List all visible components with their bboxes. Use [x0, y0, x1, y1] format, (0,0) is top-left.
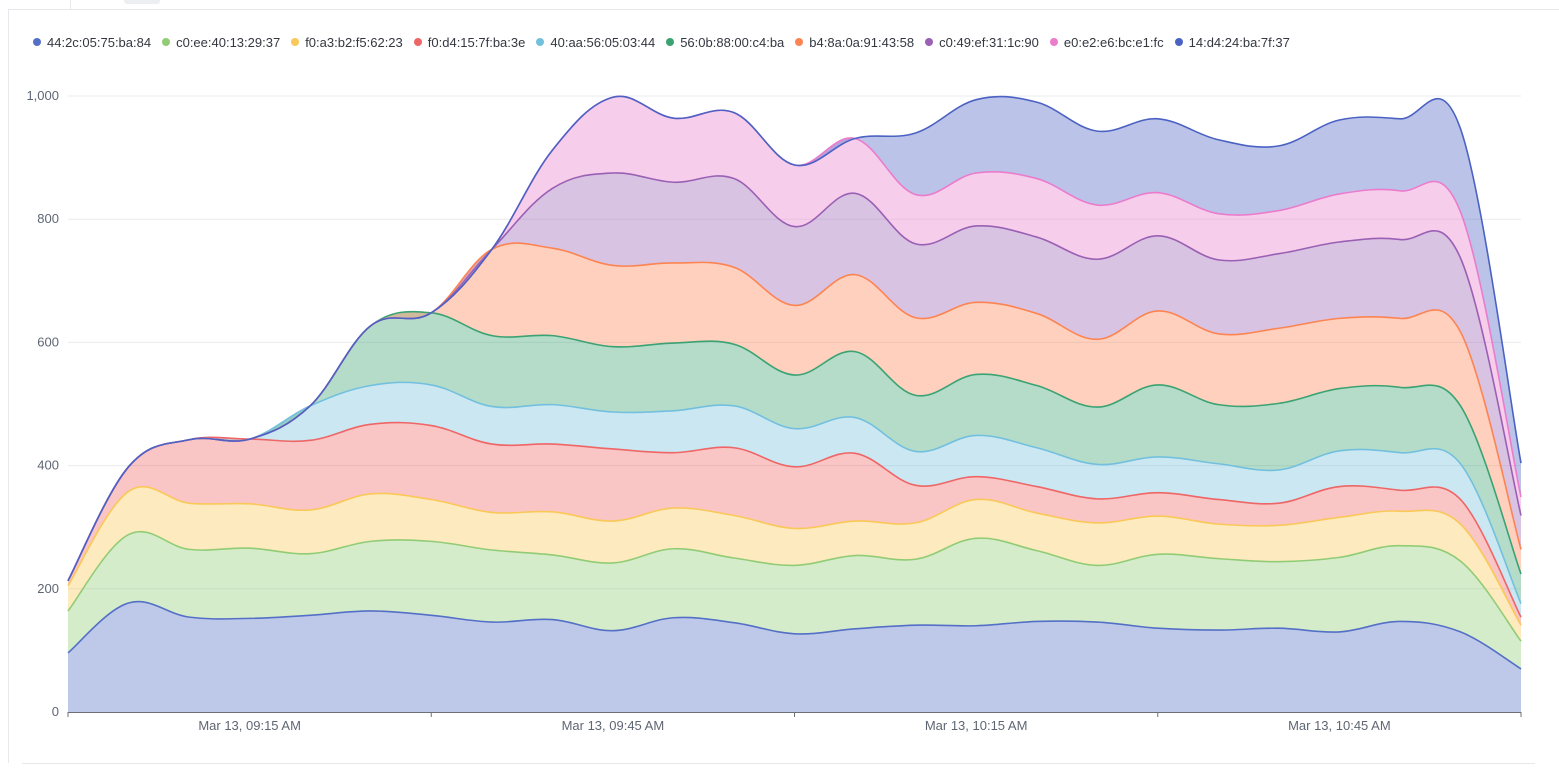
x-tick-label: Mar 13, 10:15 AM [925, 718, 1028, 733]
series-line-group [67, 95, 1522, 670]
legend-label: f0:a3:b2:f5:62:23 [305, 34, 403, 50]
legend-label: c0:ee:40:13:29:37 [176, 34, 281, 50]
series-line [67, 600, 1522, 670]
legend-label: c0:49:ef:31:1c:90 [939, 34, 1039, 50]
series-area [68, 422, 1521, 626]
series-line [67, 421, 1522, 618]
legend-label: b4:8a:0a:91:43:58 [809, 34, 915, 50]
series-line [67, 95, 1522, 582]
series-area [68, 172, 1521, 581]
series-area [68, 531, 1521, 669]
legend-item[interactable]: f0:a3:b2:f5:62:23 [291, 35, 403, 50]
series-area [68, 243, 1521, 581]
chart-legend: 44:2c:05:75:ba:84 c0:ee:40:13:29:37 f0:a3:… [33, 33, 1301, 51]
legend-marker [1174, 38, 1183, 46]
series-line [67, 530, 1522, 642]
legend-item[interactable]: 14:d4:24:ba:7f:37 [1174, 34, 1290, 50]
legend-marker [162, 38, 171, 46]
legend-marker [925, 38, 934, 46]
panel-bottom-divider [22, 763, 1535, 764]
legend-item[interactable]: 56:0b:88:00:c4:ba [666, 35, 784, 50]
y-tick-label: 0 [52, 704, 59, 719]
legend-marker [1049, 38, 1058, 46]
y-tick-label: 1,000 [26, 88, 59, 103]
legend-marker [536, 38, 545, 46]
legend-marker [291, 38, 300, 46]
legend-marker [33, 38, 41, 46]
y-tick-label: 400 [37, 458, 59, 473]
legend-item[interactable]: f0:d4:15:7f:ba:3e [413, 34, 526, 50]
legend-item[interactable]: b4:8a:0a:91:43:58 [795, 35, 914, 50]
x-tick-label: Mar 13, 09:15 AM [198, 718, 301, 733]
chart-panel [8, 9, 1559, 763]
legend-label: 14:d4:24:ba:7f:37 [1188, 34, 1290, 50]
legend-item[interactable]: e0:e2:e6:bc:e1:fc [1049, 34, 1164, 50]
legend-label: e0:e2:e6:bc:e1:fc [1063, 34, 1164, 50]
legend-item[interactable]: 40:aa:56:05:03:44 [536, 35, 655, 50]
y-tick-label: 600 [37, 334, 59, 349]
legend-label: f0:d4:15:7f:ba:3e [427, 34, 526, 50]
legend-label: 40:aa:56:05:03:44 [550, 34, 656, 50]
legend-marker [413, 38, 422, 46]
series-area [68, 486, 1521, 642]
legend-label: 44:2c:05:75:ba:84 [47, 34, 152, 50]
legend-marker [795, 38, 804, 46]
x-tick-label: Mar 13, 09:45 AM [562, 718, 665, 733]
legend-label: 56:0b:88:00:c4:ba [680, 34, 785, 50]
legend-item[interactable]: c0:ee:40:13:29:37 [162, 35, 280, 50]
tab-divider [70, 0, 71, 9]
legend-item[interactable]: 44:2c:05:75:ba:84 [33, 35, 151, 50]
area-layer-group [68, 96, 1521, 712]
series-area [68, 601, 1521, 712]
legend-marker [666, 38, 675, 46]
legend-item[interactable]: c0:49:ef:31:1c:90 [925, 35, 1039, 50]
x-tick-label: Mar 13, 10:45 AM [1288, 718, 1391, 733]
series-line [67, 485, 1522, 626]
y-tick-label: 800 [37, 211, 59, 226]
panel-tab[interactable] [124, 0, 160, 4]
series-area [68, 96, 1521, 581]
series-line [67, 381, 1522, 604]
series-area [68, 96, 1521, 581]
y-tick-label: 200 [37, 581, 59, 596]
